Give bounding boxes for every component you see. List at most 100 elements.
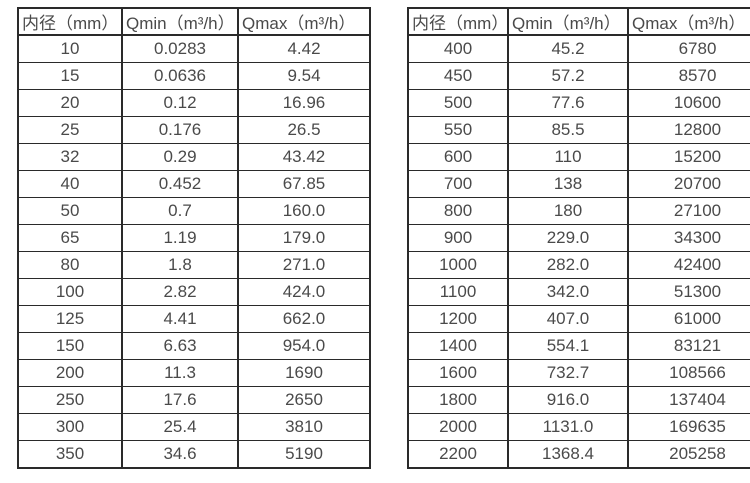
table-row: 50 0.7 160.0 [17,197,371,225]
table-cell: 83121 [627,332,750,360]
table-row: 1200 407.0 61000 [407,305,750,333]
table-row: 10 0.0283 4.42 [17,34,371,63]
table-cell: 12800 [627,116,750,144]
table-cell: 3810 [237,413,371,441]
table-cell: 150 [17,332,123,360]
table-cell: 205258 [627,440,750,469]
table-row: 65 1.19 179.0 [17,224,371,252]
table-cell: 800 [407,197,509,225]
table-row: 200 11.3 1690 [17,359,371,387]
table-cell: 180 [507,197,629,225]
table-cell: 32 [17,143,123,171]
table-cell: 57.2 [507,62,629,90]
table-cell: 40 [17,170,123,198]
table-row: 1600 732.7 108566 [407,359,750,387]
table-cell: 342.0 [507,278,629,306]
table-cell: 0.176 [121,116,239,144]
table-cell: 662.0 [237,305,371,333]
table-row: 1000 282.0 42400 [407,251,750,279]
table-row: 1800 916.0 137404 [407,386,750,414]
column-header: Qmin（m³/h） [121,8,239,36]
table-cell: 17.6 [121,386,239,414]
table-cell: 108566 [627,359,750,387]
table-row: 400 45.2 6780 [407,34,750,63]
table-row: 15 0.0636 9.54 [17,62,371,90]
table-row: 2000 1131.0 169635 [407,413,750,441]
table-cell: 77.6 [507,89,629,117]
table-cell: 169635 [627,413,750,441]
table-cell: 34.6 [121,440,239,469]
table-row: 20 0.12 16.96 [17,89,371,117]
table-cell: 67.85 [237,170,371,198]
table-cell: 0.0283 [121,34,239,63]
table-row: 80 1.8 271.0 [17,251,371,279]
header-row: 内径（mm） Qmin（m³/h） Qmax（m³/h） [407,8,750,36]
header-row: 内径（mm） Qmin（m³/h） Qmax（m³/h） [17,8,371,36]
column-header: Qmax（m³/h） [237,8,371,36]
table-cell: 10600 [627,89,750,117]
table-cell: 0.29 [121,143,239,171]
table-cell: 42400 [627,251,750,279]
table-cell: 5190 [237,440,371,469]
table-cell: 554.1 [507,332,629,360]
table-row: 350 34.6 5190 [17,440,371,469]
table-cell: 1100 [407,278,509,306]
table-cell: 34300 [627,224,750,252]
table-row: 600 110 15200 [407,143,750,171]
table-cell: 8570 [627,62,750,90]
table-row: 300 25.4 3810 [17,413,371,441]
column-header: Qmin（m³/h） [507,8,629,36]
table-row: 125 4.41 662.0 [17,305,371,333]
table-cell: 1131.0 [507,413,629,441]
table-cell: 200 [17,359,123,387]
table-cell: 0.0636 [121,62,239,90]
table-cell: 45.2 [507,34,629,63]
table-cell: 4.42 [237,34,371,63]
table-row: 2200 1368.4 205258 [407,440,750,469]
table-cell: 1368.4 [507,440,629,469]
table-cell: 1200 [407,305,509,333]
table-row: 100 2.82 424.0 [17,278,371,306]
table-cell: 500 [407,89,509,117]
table-cell: 160.0 [237,197,371,225]
table-cell: 1400 [407,332,509,360]
table-cell: 1690 [237,359,371,387]
table-row: 800 180 27100 [407,197,750,225]
table-cell: 250 [17,386,123,414]
table-cell: 0.452 [121,170,239,198]
table-row: 32 0.29 43.42 [17,143,371,171]
table-cell: 550 [407,116,509,144]
table-cell: 65 [17,224,123,252]
column-header: 内径（mm） [407,8,509,36]
table-cell: 282.0 [507,251,629,279]
table-cell: 15200 [627,143,750,171]
table-cell: 350 [17,440,123,469]
table-cell: 2650 [237,386,371,414]
table-cell: 6.63 [121,332,239,360]
table-cell: 6780 [627,34,750,63]
table-cell: 900 [407,224,509,252]
table-cell: 400 [407,34,509,63]
table-row: 250 17.6 2650 [17,386,371,414]
column-header: Qmax（m³/h） [627,8,750,36]
table-cell: 25 [17,116,123,144]
table-cell: 20 [17,89,123,117]
flow-table-small-diameters: 内径（mm） Qmin（m³/h） Qmax（m³/h） 10 0.0283 4.42 15… [17,7,371,469]
table-row: 1100 342.0 51300 [407,278,750,306]
table-row: 25 0.176 26.5 [17,116,371,144]
table-row: 700 138 20700 [407,170,750,198]
table-cell: 125 [17,305,123,333]
table-cell: 4.41 [121,305,239,333]
table-cell: 424.0 [237,278,371,306]
table-cell: 1000 [407,251,509,279]
table-cell: 16.96 [237,89,371,117]
table-row: 550 85.5 12800 [407,116,750,144]
table-cell: 10 [17,34,123,63]
table-row: 150 6.63 954.0 [17,332,371,360]
table-cell: 1.8 [121,251,239,279]
table-cell: 20700 [627,170,750,198]
table-cell: 600 [407,143,509,171]
table-cell: 50 [17,197,123,225]
flow-table-large-diameters: 内径（mm） Qmin（m³/h） Qmax（m³/h） 400 45.2 6780 450… [407,7,750,469]
table-cell: 700 [407,170,509,198]
